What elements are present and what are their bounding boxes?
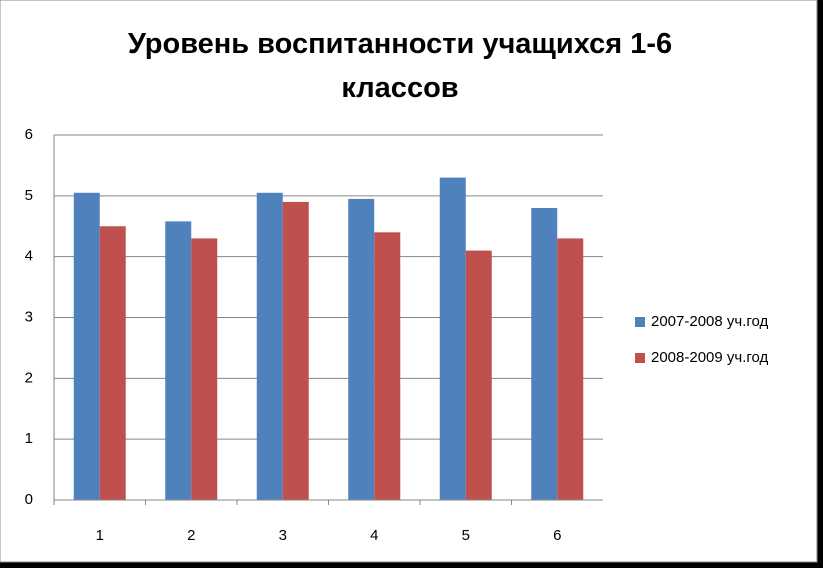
x-tick-label: 5 — [462, 527, 470, 544]
bar — [465, 250, 492, 500]
legend-label: 2008-2009 уч.год — [651, 349, 769, 366]
bar — [557, 238, 584, 500]
x-tick-label: 3 — [279, 527, 287, 544]
y-tick-label: 2 — [25, 369, 33, 386]
y-tick-label: 5 — [25, 187, 33, 204]
bar — [439, 177, 466, 501]
y-tick-label: 3 — [25, 308, 33, 325]
y-tick-label: 4 — [25, 248, 33, 265]
bar — [73, 192, 100, 500]
legend-swatch — [635, 317, 645, 327]
bar — [348, 198, 375, 500]
y-tick-label: 1 — [25, 430, 33, 447]
x-tick-label: 6 — [553, 527, 561, 544]
x-tick-label: 1 — [96, 527, 104, 544]
bar — [531, 208, 558, 500]
x-tick-label: 2 — [187, 527, 195, 544]
y-tick-label: 6 — [25, 126, 33, 143]
bar — [256, 192, 283, 500]
legend-label: 2007-2008 уч.год — [651, 313, 769, 330]
bar — [165, 221, 192, 500]
legend-swatch — [635, 353, 645, 363]
bar — [99, 226, 126, 500]
x-tick-label: 4 — [370, 527, 378, 544]
y-tick-label: 0 — [25, 491, 33, 508]
chart-title: Уровень воспитанности учащихся 1-6 класс… — [127, 28, 673, 104]
bar — [191, 238, 218, 500]
bar — [374, 232, 401, 501]
bar — [282, 201, 309, 500]
